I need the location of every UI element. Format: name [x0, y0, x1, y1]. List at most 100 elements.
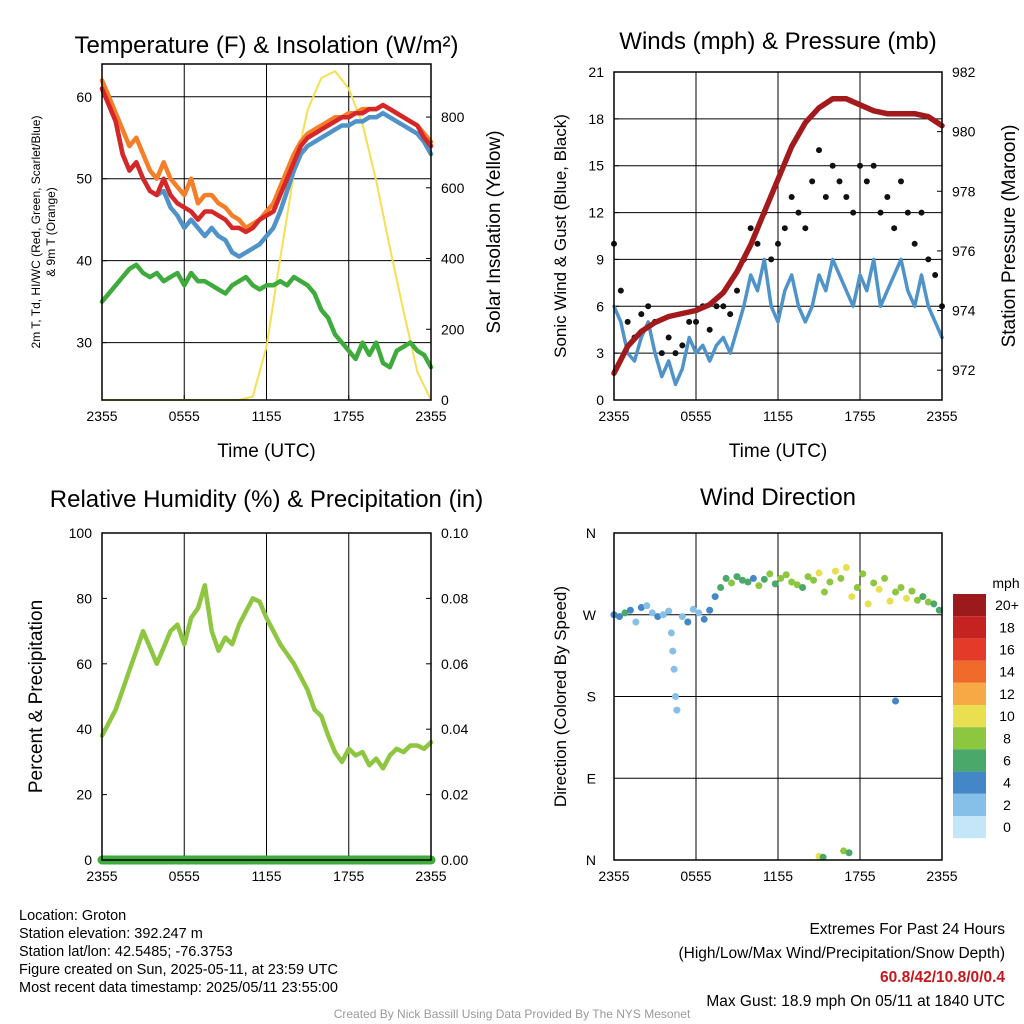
y-tick-label: 3 — [596, 345, 604, 361]
gust-point — [617, 287, 624, 294]
direction-point — [815, 569, 823, 577]
colorbar-swatch — [953, 616, 986, 639]
y2-tick-label: 0 — [441, 392, 449, 408]
direction-point — [930, 600, 938, 608]
chart-panel-1: Temperature (F) & Insolation (W/m²)2355 0… — [29, 32, 505, 462]
y-tick-label: 0 — [84, 852, 92, 868]
x-tick-label: 1755 — [333, 408, 364, 424]
y-tick-label: W — [583, 607, 597, 623]
extremes-title: Extremes For Past 24 Hours — [809, 921, 1005, 938]
direction-point — [870, 579, 878, 587]
elevation-text: Station elevation: 392.247 m — [19, 926, 203, 942]
y-tick-label: N — [586, 852, 596, 868]
colorbar-swatch — [953, 727, 986, 750]
y2-tick-label: 978 — [952, 183, 976, 199]
direction-point — [826, 578, 834, 586]
plot-border — [101, 532, 432, 861]
y-axis-label: Direction (Colored By Speed) — [551, 586, 570, 807]
colorbar-label: 14 — [999, 664, 1015, 680]
plot-border — [613, 532, 943, 861]
x-tick-label: 0555 — [680, 408, 711, 424]
direction-point — [782, 571, 790, 579]
direction-point — [840, 847, 848, 855]
colorbar-label: 18 — [999, 619, 1015, 635]
gust-point — [891, 225, 898, 232]
gust-point — [720, 303, 727, 310]
chart-title: Wind Direction — [700, 484, 856, 511]
y2-tick-label: 400 — [441, 251, 465, 267]
colorbar-label: 4 — [1003, 775, 1011, 791]
colorbar-swatch — [953, 660, 986, 683]
gust-point — [836, 178, 843, 185]
gust-point — [658, 350, 665, 357]
direction-point — [799, 584, 807, 591]
y-axis-label-line2: & 9m T (Orange) — [44, 187, 58, 277]
extremes-values: 60.8/42/10.8/0/0.4 — [880, 969, 1005, 986]
gust-point — [809, 178, 816, 185]
direction-point — [626, 606, 634, 614]
x-axis-label: Time (UTC) — [217, 441, 316, 462]
colorbar-label: 20+ — [995, 597, 1019, 613]
gust-point — [829, 162, 836, 169]
direction-point — [669, 647, 677, 655]
direction-point — [749, 574, 757, 582]
y-tick-label: 20 — [76, 787, 92, 803]
direction-point — [859, 570, 867, 578]
direction-point — [700, 615, 708, 623]
x-tick-label: 2355 — [86, 868, 117, 884]
gust-point — [850, 209, 857, 216]
direction-point — [913, 596, 921, 604]
direction-point — [678, 613, 686, 621]
gust-point — [911, 240, 918, 247]
direction-point — [788, 578, 796, 586]
gust-point — [857, 162, 863, 169]
gust-point — [925, 256, 932, 263]
gust-point — [822, 193, 829, 200]
gust-point — [768, 256, 775, 263]
direction-point — [667, 629, 675, 637]
direction-point — [875, 585, 883, 593]
colorbar-swatch — [953, 705, 986, 728]
y-tick-label: 40 — [76, 253, 92, 269]
gust-point — [788, 193, 795, 200]
direction-point — [864, 600, 872, 608]
gust-point — [877, 209, 884, 216]
gust-point — [706, 326, 713, 333]
y2-tick-label: 972 — [952, 362, 976, 378]
direction-point — [777, 574, 785, 582]
direction-point — [684, 618, 692, 626]
y-tick-label: 60 — [76, 89, 92, 105]
colorbar-label: 10 — [999, 708, 1015, 724]
direction-point — [615, 613, 623, 621]
series-line-sonic-wind — [612, 257, 944, 387]
extremes-legend: (High/Low/Max Wind/Precipitation/Snow De… — [678, 945, 1006, 962]
gust-point — [747, 225, 754, 232]
extremes-info: Extremes For Past 24 Hours (High/Low/Max… — [679, 918, 1006, 1014]
series-line-station-pressure — [611, 96, 945, 376]
gust-point — [932, 272, 939, 279]
gust-point — [863, 178, 870, 185]
direction-point — [820, 588, 828, 596]
credit-text: Created By Nick Bassill Using Data Provi… — [333, 1007, 691, 1021]
direction-point — [760, 575, 768, 583]
direction-point — [793, 581, 801, 589]
direction-point — [810, 576, 818, 584]
latlon-text: Station lat/lon: 42.5485; -76.3753 — [19, 944, 233, 960]
direction-point — [621, 609, 629, 617]
chart-title: Winds (mph) & Pressure (mb) — [619, 28, 936, 55]
colorbar: mph 20+ 18 16 14 12 10 8 6 4 2 0 — [953, 575, 1020, 839]
x-tick-label: 2355 — [598, 868, 629, 884]
series-line-rh — [99, 583, 434, 771]
gust-point — [898, 178, 904, 185]
direction-point — [711, 593, 719, 601]
colorbar-swatch — [953, 771, 986, 794]
y-axis-label: Sonic Wind & Gust (Blue, Black) — [551, 114, 570, 358]
x-tick-label: 2355 — [598, 408, 629, 424]
direction-point — [717, 584, 725, 591]
y-tick-label: E — [587, 770, 596, 786]
location-text: Location: Groton — [19, 908, 127, 924]
x-tick-label: 2355 — [926, 408, 957, 424]
gust-point — [802, 225, 809, 232]
direction-point — [837, 574, 845, 582]
